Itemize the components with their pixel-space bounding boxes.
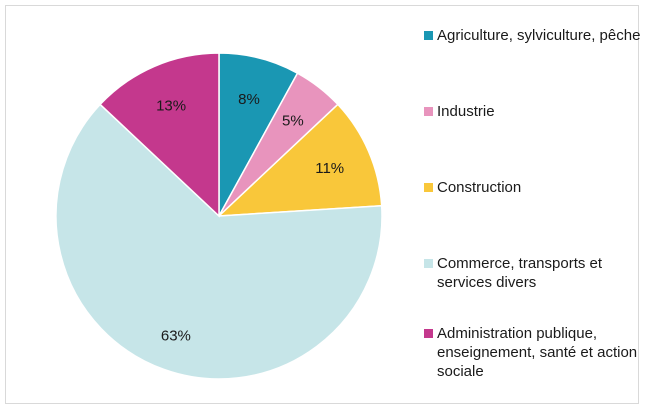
legend-label: Construction bbox=[437, 179, 522, 196]
legend-item-agriculture: Agriculture, sylviculture, pêche bbox=[424, 26, 644, 45]
legend-item-commerce: Commerce, transports et services divers bbox=[424, 254, 644, 292]
legend-swatch bbox=[424, 329, 433, 338]
slice-value-label: 11% bbox=[315, 160, 344, 177]
legend-label: Commerce, transports et services divers bbox=[437, 255, 603, 291]
slice-value-label: 13% bbox=[156, 97, 186, 114]
legend-label: Administration publique, enseignement, s… bbox=[437, 325, 638, 380]
chart-frame: 8% 5% 11% 63% 13% Agriculture, sylviculture,… bbox=[5, 5, 640, 404]
legend-swatch bbox=[424, 31, 433, 40]
legend-item-construction: Construction bbox=[424, 178, 644, 197]
pie-chart: 8% 5% 11% 63% 13% bbox=[55, 52, 383, 380]
pie-slice bbox=[55, 103, 383, 380]
legend-item-administration: Administration publique, enseignement, s… bbox=[424, 324, 644, 381]
pie-slice bbox=[99, 52, 220, 218]
pie-slice bbox=[216, 103, 383, 217]
slice-value-label: 5% bbox=[282, 113, 304, 130]
slice-value-label: 63% bbox=[161, 328, 191, 345]
legend-label: Agriculture, sylviculture, pêche bbox=[437, 27, 641, 44]
legend-swatch bbox=[424, 183, 433, 192]
slice-value-label: 8% bbox=[238, 91, 260, 108]
legend-label: Industrie bbox=[437, 103, 495, 120]
legend-swatch bbox=[424, 259, 433, 268]
legend-item-industrie: Industrie bbox=[424, 102, 644, 121]
legend-swatch bbox=[424, 107, 433, 116]
